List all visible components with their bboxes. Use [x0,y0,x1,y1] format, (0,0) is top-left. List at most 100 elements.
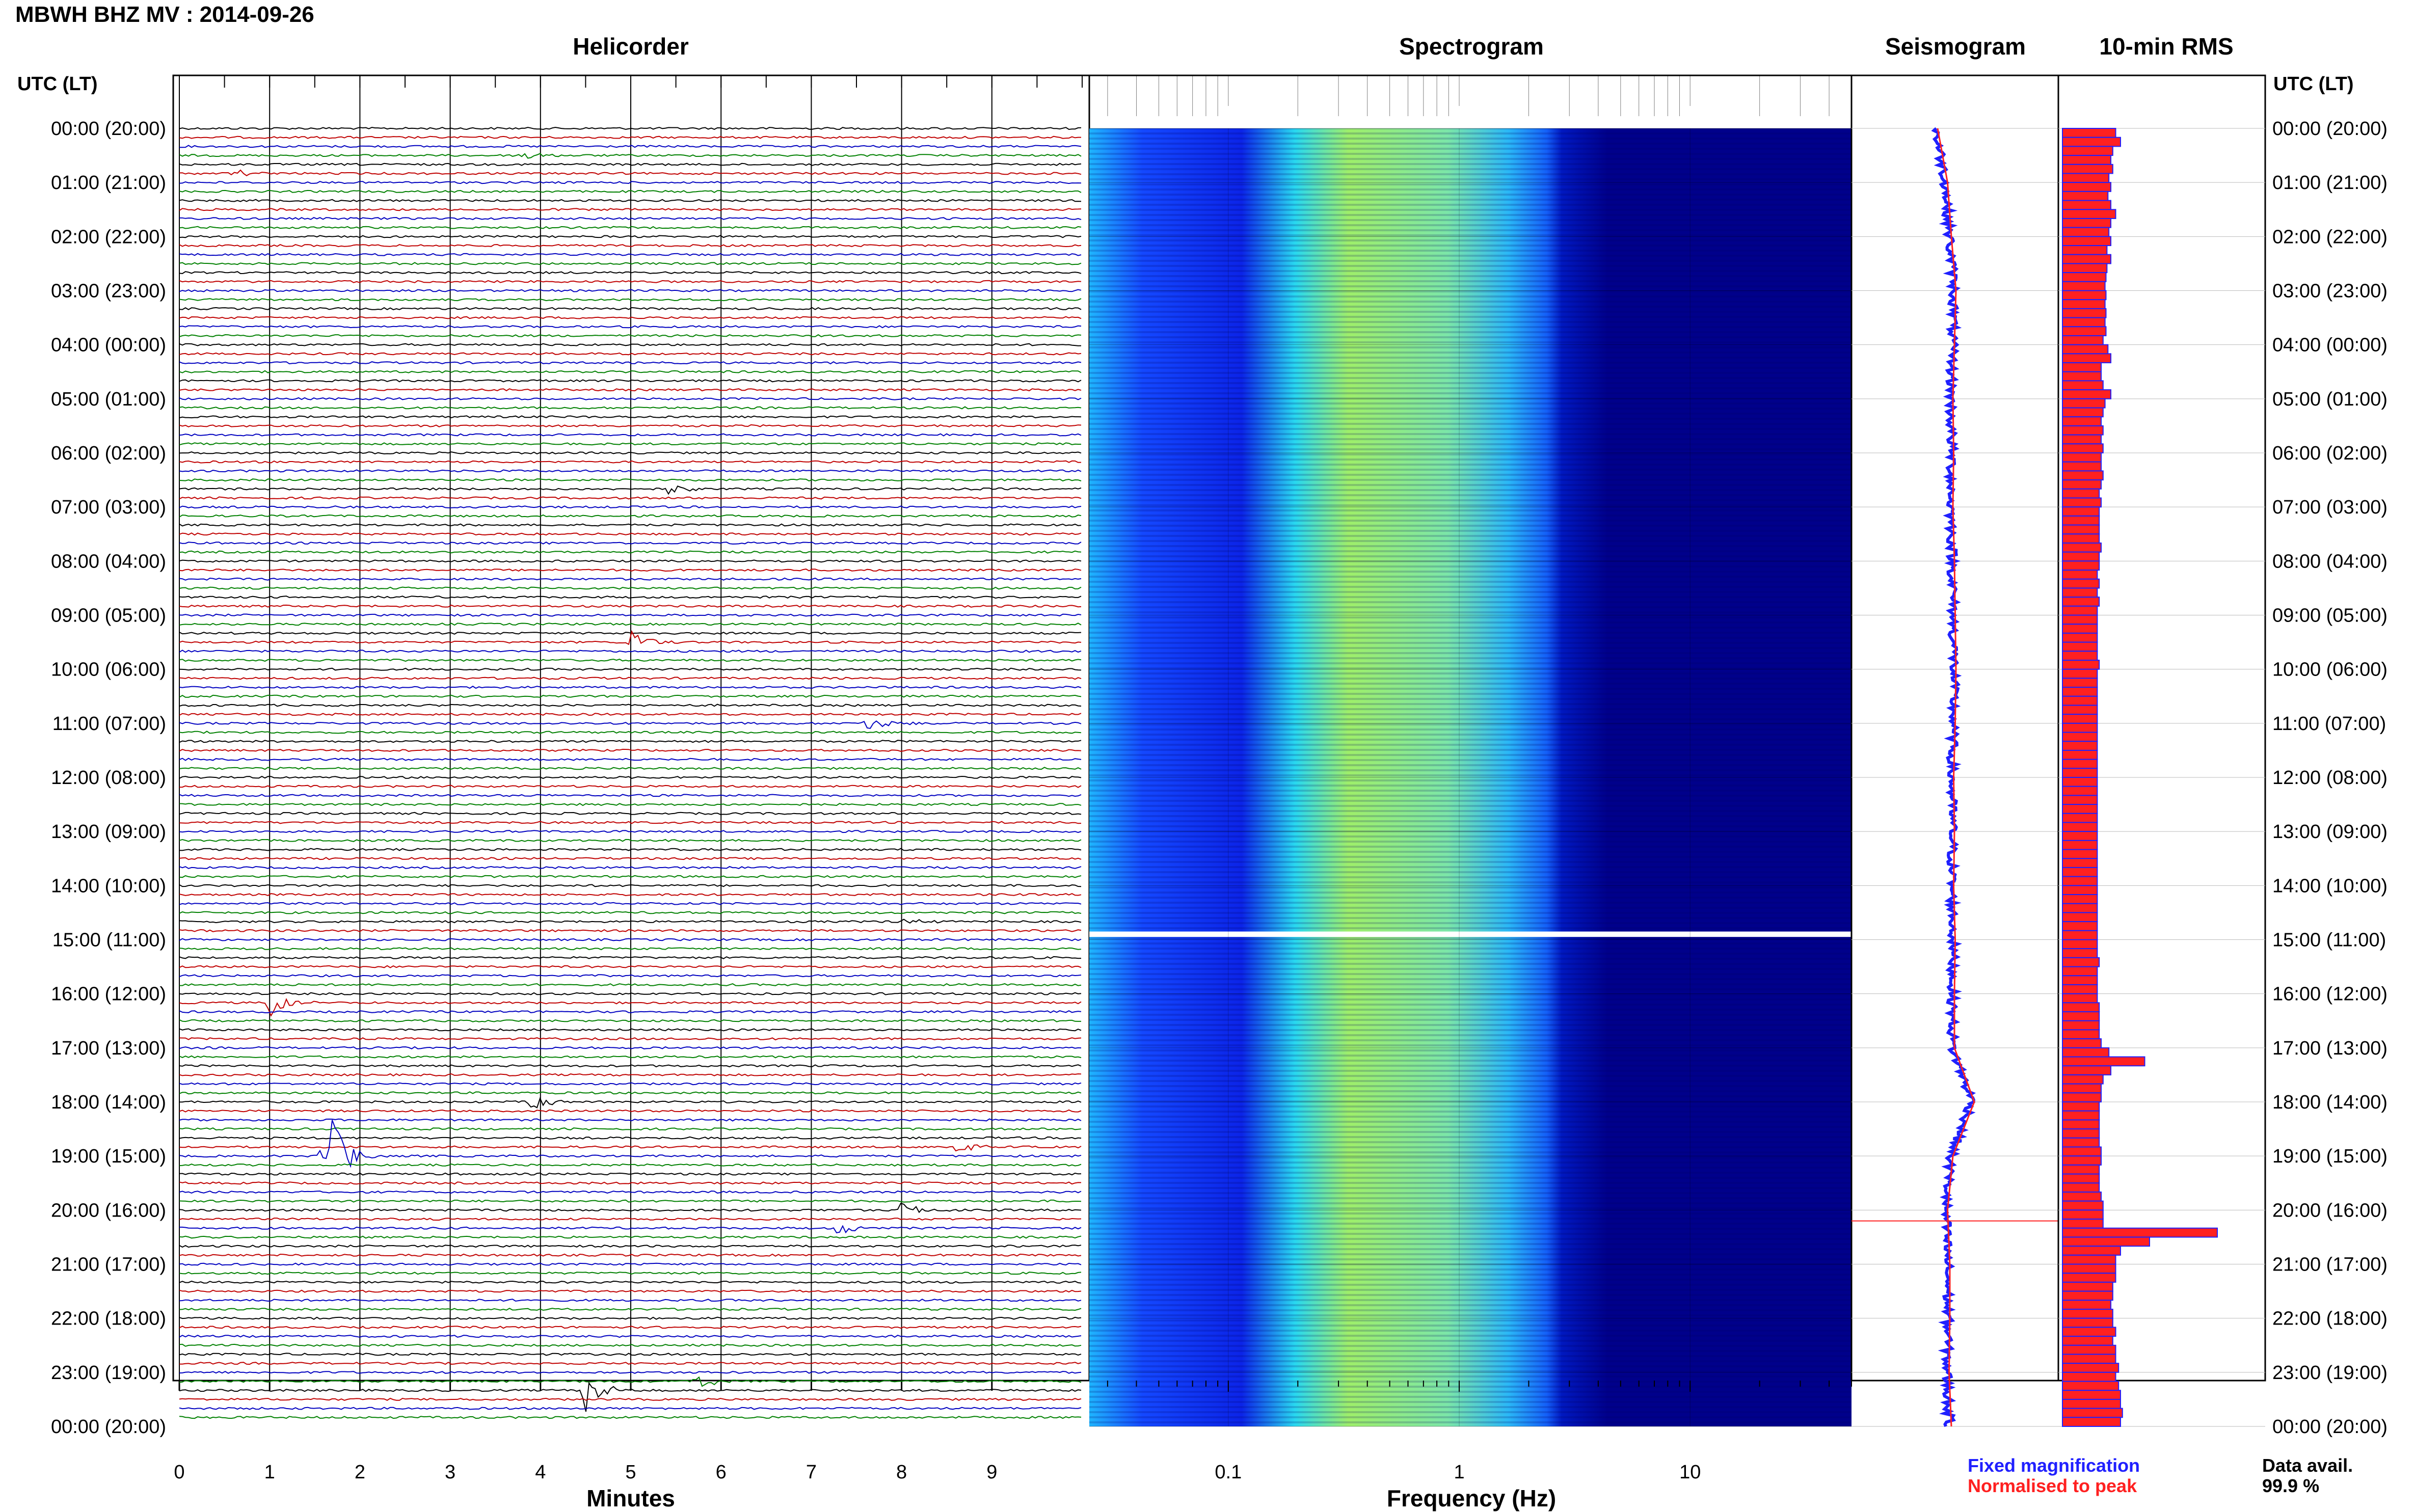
helicorder-trace [179,153,1082,159]
helicorder-trace [179,1235,1082,1239]
helicorder-trace [179,316,1082,319]
rms-bar [2062,570,2098,580]
rms-bar [2062,1137,2100,1148]
helicorder-trace [179,523,1082,527]
rms-bar [2062,957,2100,967]
rms-bar [2062,227,2110,237]
helicorder-trace [179,650,1082,653]
time-label-right: 03:00 (23:00) [2272,281,2387,302]
helicorder-xtick-label: 3 [445,1462,455,1483]
time-label-left: 17:00 (13:00) [51,1038,166,1059]
helicorder-trace [179,911,1082,914]
helicorder-trace [179,812,1082,815]
rms-bar [2062,840,2098,850]
rms-bar [2062,966,2098,977]
helicorder-trace [179,181,1082,184]
time-label-right: 09:00 (05:00) [2272,605,2387,627]
rms-bar [2062,939,2098,950]
helicorder-trace [179,1397,1082,1401]
rms-bar [2062,461,2102,472]
time-label-left: 15:00 (11:00) [52,930,166,951]
helicorder-trace [179,541,1082,545]
rms-bar [2062,1128,2100,1139]
helicorder-trace [179,244,1082,248]
helicorder-trace [179,767,1082,770]
rms-bar [2062,317,2106,328]
time-label-right: 13:00 (09:00) [2272,821,2387,843]
rms-bar [2062,1281,2113,1292]
time-label-left: 00:00 (20:00) [51,1416,166,1438]
rms-bar [2062,209,2116,219]
rms-bar [2062,470,2104,481]
helicorder-trace [179,1370,1082,1374]
helicorder-trace [179,1217,1082,1221]
rms-bar [2062,605,2098,616]
rms-bar [2062,1263,2116,1274]
rms-bar [2062,1182,2100,1193]
time-label-left: 14:00 (10:00) [51,875,166,897]
helicorder-trace [179,685,1082,689]
rms-bar [2062,1327,2116,1337]
time-label-left: 08:00 (04:00) [51,551,166,572]
time-label-left: 05:00 (01:00) [51,389,166,410]
helicorder-trace [179,758,1082,761]
seismogram-title: Seismogram [1885,33,2026,60]
rms-bar [2062,182,2111,192]
time-label-left: 22:00 (18:00) [51,1308,166,1330]
rms-bar [2062,1290,2113,1301]
rms-bar [2062,164,2113,174]
rms-bar [2062,804,2098,814]
rms-bar [2062,1155,2102,1166]
time-label-left: 11:00 (07:00) [52,713,166,735]
helicorder-trace [179,1190,1082,1194]
time-label-left: 10:00 (06:00) [51,659,166,681]
helicorder-trace [179,1055,1082,1059]
helicorder-trace [179,1245,1082,1248]
helicorder-trace [179,379,1082,383]
helicorder-trace [179,1091,1082,1095]
rms-bar [2062,587,2098,598]
time-label-right: 12:00 (08:00) [2272,767,2387,789]
rms-bar [2062,551,2100,562]
rms-bar [2062,308,2107,318]
helicorder-trace [179,694,1082,698]
helicorder-trace [179,1172,1082,1176]
helicorder-trace [179,1037,1082,1041]
helicorder-panel: 0 1 2 3 4 5 6 7 8 9 [172,74,1090,1483]
time-label-right: 19:00 (15:00) [2272,1146,2387,1167]
rms-bar [2062,722,2098,733]
rms-bar [2062,200,2111,210]
rms-bar [2062,488,2100,499]
helicorder-trace [179,1416,1082,1419]
helicorder-trace [179,604,1082,608]
rms-bar [2062,1254,2116,1265]
helicorder-trace [179,460,1082,464]
helicorder-trace [179,1181,1082,1185]
helicorder-trace [179,775,1082,779]
rms-bar [2062,732,2098,742]
rms-bar [2062,524,2100,535]
rms-panel [2057,74,2266,1427]
time-label-right: 06:00 (02:00) [2272,443,2387,464]
rms-bar [2062,362,2102,372]
helicorder-xtick-label: 1 [264,1462,275,1483]
figure-title: MBWH BHZ MV : 2014-09-26 [15,2,314,27]
rms-bar [2062,1191,2102,1202]
helicorder-trace [179,613,1082,617]
rms-bar [2062,1236,2150,1247]
rms-bar [2062,741,2098,751]
rms-bar [2062,1344,2116,1355]
rms-bar [2062,434,2102,445]
rms-bar [2062,867,2098,877]
rms-bar [2062,1371,2116,1382]
rms-bar [2062,1273,2116,1283]
helicorder-trace [179,145,1082,148]
helicorder-trace [179,469,1082,473]
helicorder-trace [179,262,1082,265]
rms-bar [2062,1390,2121,1400]
rms-bar [2062,533,2100,544]
helicorder-trace [179,1334,1082,1338]
rms-bar [2062,1020,2100,1031]
helicorder-trace [179,1225,1082,1234]
